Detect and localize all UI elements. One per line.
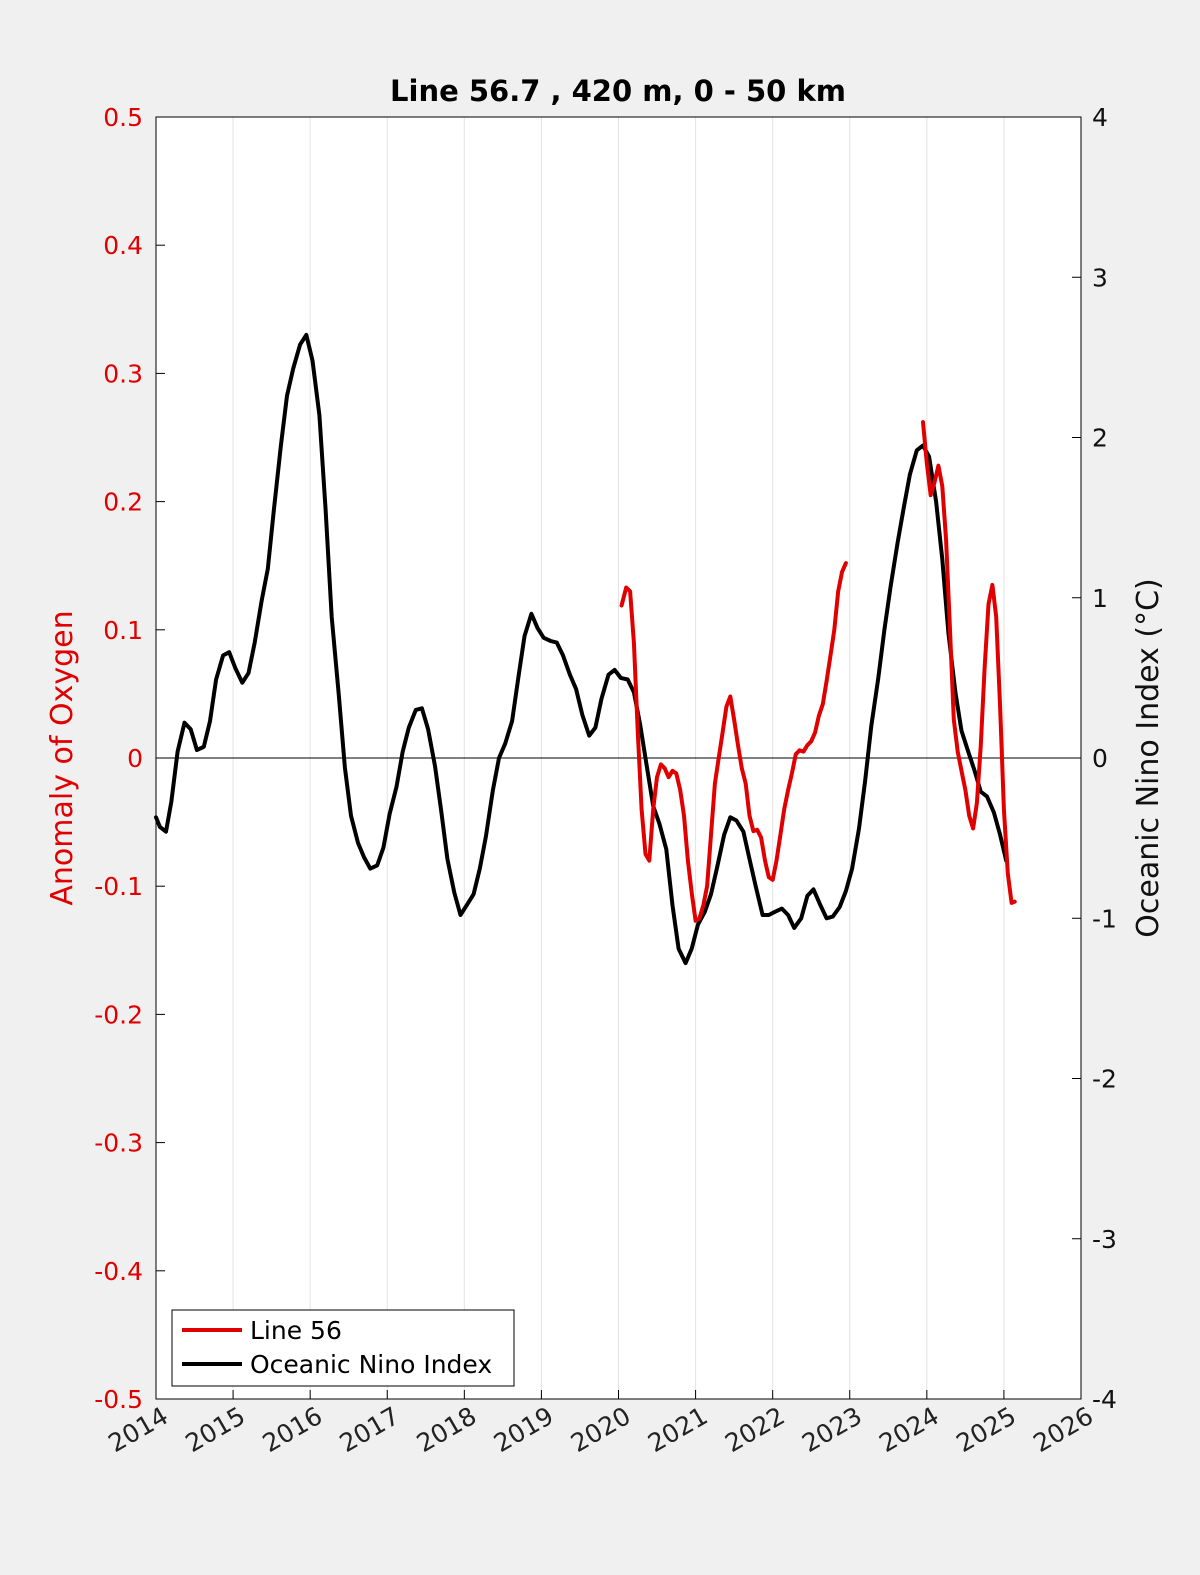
x-tick-label: 2024 bbox=[874, 1401, 944, 1458]
left-tick-label: 0.3 bbox=[103, 359, 143, 388]
x-tick-label: 2025 bbox=[951, 1401, 1021, 1458]
left-tick-label: 0.2 bbox=[103, 488, 143, 517]
left-tick-label: -0.2 bbox=[94, 1000, 143, 1029]
right-tick-label: 2 bbox=[1092, 424, 1108, 453]
left-tick-label: 0.1 bbox=[103, 616, 143, 645]
right-tick-label: 4 bbox=[1092, 103, 1108, 132]
chart-title: Line 56.7 , 420 m, 0 - 50 km bbox=[390, 74, 846, 108]
left-axis: -0.5 -0.4 -0.3 -0.2 -0.1 0 0.1 0.2 0.3 0.4 0.5 bbox=[94, 103, 165, 1414]
series-layer bbox=[154, 332, 1017, 966]
left-tick-label: 0 bbox=[127, 744, 143, 773]
x-tick-label: 2015 bbox=[180, 1401, 250, 1458]
right-tick-label: -4 bbox=[1092, 1385, 1117, 1414]
left-tick-label: -0.1 bbox=[94, 872, 143, 901]
left-tick-label: -0.3 bbox=[94, 1129, 143, 1158]
right-tick-label: -1 bbox=[1092, 904, 1117, 933]
right-axis: -4 -3 -2 -1 0 1 2 3 4 bbox=[1072, 103, 1117, 1414]
right-axis-label: Oceanic Nino Index (°C) bbox=[1131, 578, 1166, 938]
x-tick-label: 2020 bbox=[566, 1401, 636, 1458]
legend-label-line-56: Line 56 bbox=[250, 1316, 342, 1345]
x-tick-label: 2019 bbox=[489, 1401, 559, 1458]
x-tick-label: 2023 bbox=[797, 1401, 867, 1458]
series-line-oceanic-nino-index-0 bbox=[154, 332, 1009, 966]
series-line-line-56-1 bbox=[921, 420, 1017, 905]
right-tick-label: -3 bbox=[1092, 1225, 1117, 1254]
x-tick-label: 2017 bbox=[335, 1401, 405, 1458]
x-tick-label: 2022 bbox=[720, 1401, 790, 1458]
left-tick-label: -0.5 bbox=[94, 1385, 143, 1414]
right-tick-label: 1 bbox=[1092, 584, 1108, 613]
x-tick-label: 2021 bbox=[643, 1401, 713, 1458]
right-tick-label: -2 bbox=[1092, 1065, 1117, 1094]
left-tick-label: 0.5 bbox=[103, 103, 143, 132]
x-tick-label: 2016 bbox=[258, 1401, 328, 1458]
legend-box bbox=[171, 1309, 515, 1387]
x-tick-label: 2026 bbox=[1028, 1401, 1098, 1458]
left-axis-label: Anomaly of Oxygen bbox=[45, 610, 80, 905]
right-tick-label: 0 bbox=[1092, 744, 1108, 773]
left-tick-label: -0.4 bbox=[94, 1257, 143, 1286]
x-axis: 2014 2015 2016 2017 2018 2019 2020 2021 2022 2023… bbox=[103, 1390, 1098, 1458]
series-line-line-56-0 bbox=[619, 561, 848, 923]
legend-label-oni: Oceanic Nino Index bbox=[250, 1350, 492, 1379]
right-tick-label: 3 bbox=[1092, 263, 1108, 292]
x-tick-label: 2018 bbox=[412, 1401, 482, 1458]
left-tick-label: 0.4 bbox=[103, 231, 143, 260]
legend: Line 56 Oceanic Nino Index bbox=[171, 1309, 515, 1387]
